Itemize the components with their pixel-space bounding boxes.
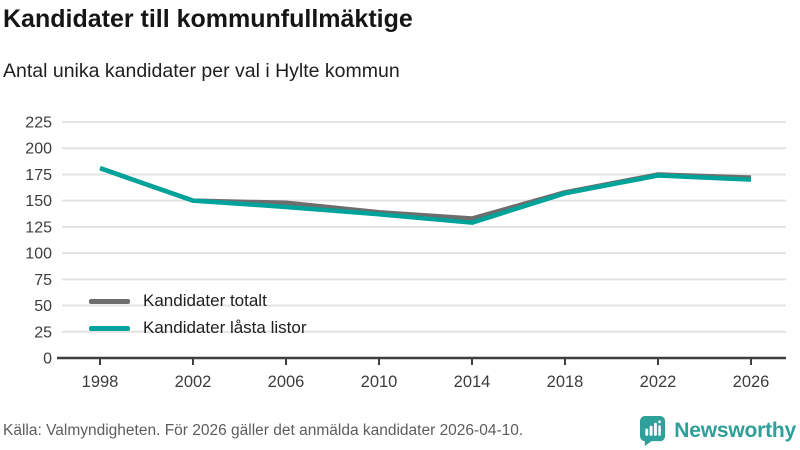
svg-text:2010: 2010 (361, 373, 398, 391)
newsworthy-logo: Newsworthy (640, 416, 796, 446)
svg-text:150: 150 (25, 193, 52, 210)
chart-legend: Kandidater totalt Kandidater låsta listo… (89, 291, 307, 346)
svg-text:25: 25 (34, 324, 52, 341)
svg-text:0: 0 (43, 351, 52, 368)
svg-text:2018: 2018 (547, 373, 584, 391)
svg-text:2022: 2022 (640, 373, 677, 391)
legend-swatch-teal (89, 325, 130, 331)
svg-text:225: 225 (25, 115, 52, 132)
svg-text:200: 200 (25, 141, 52, 158)
svg-text:175: 175 (25, 167, 52, 184)
svg-text:75: 75 (34, 272, 52, 289)
svg-text:2006: 2006 (268, 373, 305, 391)
svg-text:2002: 2002 (175, 373, 212, 391)
svg-text:50: 50 (34, 298, 52, 315)
line-chart: 0 25 50 75 100 125 150 175 200 225 1998 2002 2006 201… (25, 115, 786, 391)
svg-text:1998: 1998 (82, 373, 119, 391)
legend-label: Kandidater totalt (143, 291, 267, 310)
brand-name: Newsworthy (674, 419, 796, 442)
chart-footer: Källa: Valmyndigheten. För 2026 gäller d… (0, 414, 800, 448)
source-note: Källa: Valmyndigheten. För 2026 gäller d… (3, 422, 524, 439)
svg-text:100: 100 (25, 246, 52, 263)
legend-swatch-gray (89, 298, 130, 304)
svg-text:2026: 2026 (733, 373, 770, 391)
newsworthy-bubble-chart-icon (640, 416, 667, 446)
legend-item-lasta-listor: Kandidater låsta listor (89, 318, 307, 337)
legend-label: Kandidater låsta listor (143, 318, 307, 337)
legend-item-totalt: Kandidater totalt (89, 291, 306, 310)
page-title: Kandidater till kommunfullmäktige (3, 5, 413, 33)
chart-subtitle: Antal unika kandidater per val i Hylte k… (3, 60, 400, 82)
svg-text:125: 125 (25, 219, 52, 236)
svg-text:2014: 2014 (454, 373, 491, 391)
